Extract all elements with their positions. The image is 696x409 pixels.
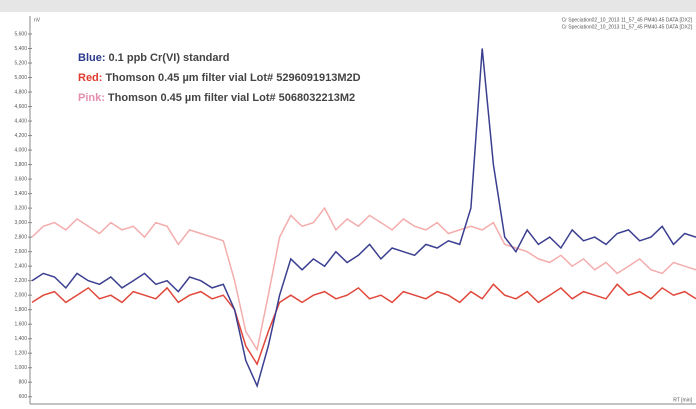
y-tick-label: 800 bbox=[19, 380, 28, 386]
y-tick-label: 3,000 bbox=[14, 220, 27, 226]
y-tick-label: 5,400 bbox=[14, 46, 27, 52]
y-tick-label: 2,200 bbox=[14, 278, 27, 284]
legend-label: Red: bbox=[78, 72, 102, 84]
y-tick-label: 3,200 bbox=[14, 205, 27, 211]
top-bar bbox=[0, 0, 696, 12]
legend-text: Thomson 0.45 µm filter vial Lot# 5296091… bbox=[105, 72, 360, 84]
legend-label: Blue: bbox=[78, 52, 106, 64]
y-tick-label: 2,600 bbox=[14, 249, 27, 255]
y-tick-label: 5,600 bbox=[14, 31, 27, 37]
y-tick-label: 4,000 bbox=[14, 147, 27, 153]
legend-text: 0.1 ppb Cr(VI) standard bbox=[109, 52, 230, 64]
legend-label: Pink: bbox=[78, 92, 105, 104]
y-tick-label: 4,400 bbox=[14, 118, 27, 124]
legend-text: Thomson 0.45 µm filter vial Lot# 5068032… bbox=[108, 92, 355, 104]
legend-entry: Red: Thomson 0.45 µm filter vial Lot# 529… bbox=[78, 72, 361, 84]
y-tick-label: 2,000 bbox=[14, 293, 27, 299]
y-tick-label: 1,200 bbox=[14, 351, 27, 357]
y-tick-label: 5,200 bbox=[14, 60, 27, 66]
legend-entry: Pink: Thomson 0.45 µm filter vial Lot# 50… bbox=[78, 92, 355, 104]
y-tick-label: 3,800 bbox=[14, 162, 27, 168]
y-tick-label: 1,600 bbox=[14, 322, 27, 328]
y-tick-label: 4,200 bbox=[14, 133, 27, 139]
y-tick-label: 4,600 bbox=[14, 104, 27, 110]
y-axis-label: nV bbox=[34, 17, 41, 23]
y-tick-label: 1,800 bbox=[14, 307, 27, 313]
y-tick-label: 600 bbox=[19, 394, 28, 400]
series-line bbox=[31, 206, 696, 352]
legend-entry: Blue: 0.1 ppb Cr(VI) standard bbox=[78, 52, 230, 64]
y-tick-label: 1,000 bbox=[14, 365, 27, 371]
y-tick-label: 2,400 bbox=[14, 263, 27, 269]
header-line: Cr Speciation02_10_2013 11_57_45 PM40-45… bbox=[562, 24, 693, 30]
y-tick-label: 5,000 bbox=[14, 75, 27, 81]
y-tick-label: 2,800 bbox=[14, 234, 27, 240]
x-axis-label: RT [min] bbox=[673, 397, 692, 403]
series-line bbox=[31, 48, 696, 389]
y-tick-label: 4,800 bbox=[14, 89, 27, 95]
y-tick-label: 1,400 bbox=[14, 336, 27, 342]
y-tick-label: 3,600 bbox=[14, 176, 27, 182]
series-line bbox=[31, 283, 696, 366]
y-tick-label: 3,400 bbox=[14, 191, 27, 197]
header-line: Cr Speciation02_10_2013 11_57_45 PM40-45… bbox=[562, 17, 693, 23]
